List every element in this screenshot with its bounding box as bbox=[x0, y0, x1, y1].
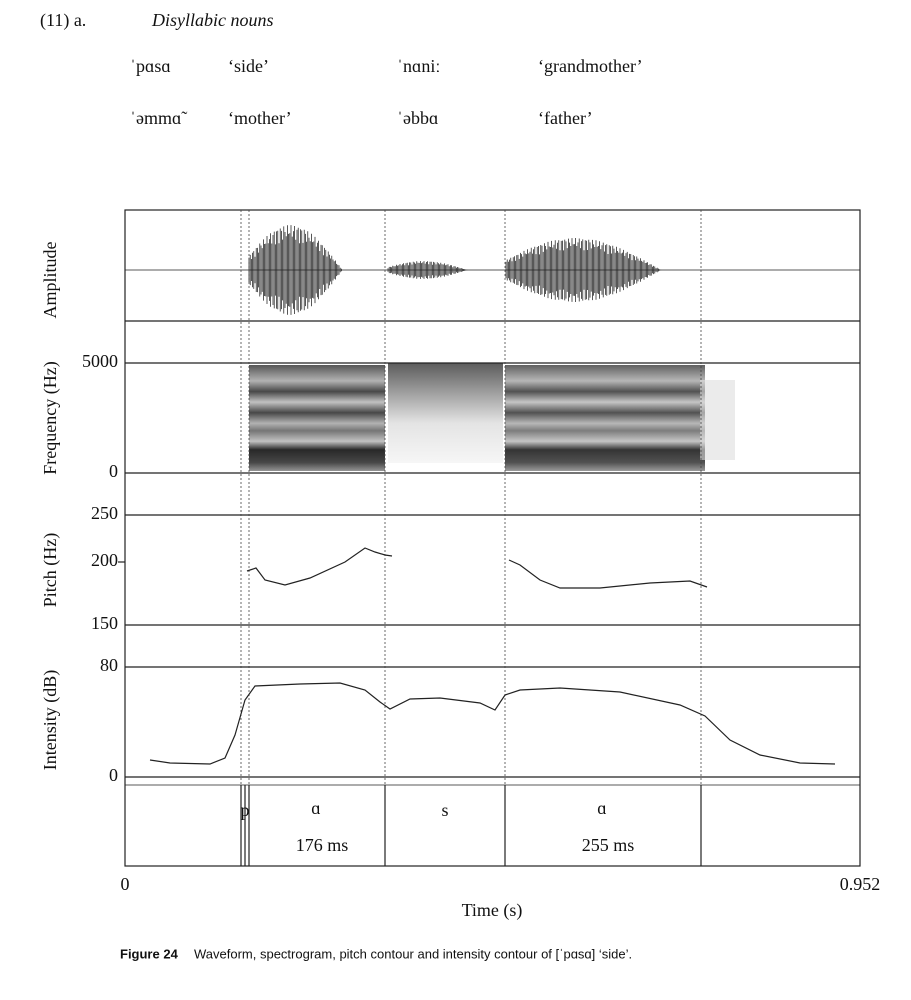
caption-label: Figure 24 bbox=[120, 946, 179, 961]
duration: 255 ms bbox=[582, 835, 635, 855]
tick-label: 200 bbox=[91, 550, 118, 570]
form: ˈəbbɑ bbox=[397, 108, 438, 128]
tick-label: 5000 bbox=[82, 351, 118, 371]
segment: s bbox=[441, 800, 448, 820]
form: ˈpɑsɑ bbox=[130, 56, 171, 76]
form: ˈnɑniː bbox=[397, 56, 440, 76]
tick-label: 80 bbox=[100, 655, 118, 675]
axis-label: Pitch (Hz) bbox=[40, 533, 61, 607]
duration: 176 ms bbox=[296, 835, 349, 855]
axis-label: Frequency (Hz) bbox=[40, 361, 61, 474]
tick-label: 0 bbox=[109, 765, 118, 785]
tick-label: 0.952 bbox=[840, 874, 881, 894]
tick-label: 150 bbox=[91, 613, 118, 633]
segment: p bbox=[241, 800, 250, 820]
segment: ɑ bbox=[597, 798, 606, 818]
frame bbox=[124, 209, 861, 867]
example-heading: Disyllabic nouns bbox=[151, 10, 274, 30]
gloss: ‘father’ bbox=[538, 108, 593, 128]
tick-label: 250 bbox=[91, 503, 118, 523]
spectrogram bbox=[249, 363, 735, 471]
form: ˈəmmɑ̃ bbox=[130, 108, 187, 128]
example-number: (11) a. bbox=[40, 10, 86, 31]
axis-label: Amplitude bbox=[40, 241, 60, 318]
boundaries bbox=[240, 210, 702, 866]
pitch-contour bbox=[246, 547, 708, 589]
panel-lines bbox=[125, 269, 860, 786]
gloss: ‘grandmother’ bbox=[538, 56, 643, 76]
tick-label: 0 bbox=[109, 461, 118, 481]
gloss: ‘side’ bbox=[228, 56, 269, 76]
x-axis-label: Time (s) bbox=[462, 900, 523, 921]
tick-label: 0 bbox=[121, 874, 130, 894]
gloss: ‘mother’ bbox=[228, 108, 292, 128]
caption-text: Waveform, spectrogram, pitch contour and… bbox=[194, 946, 632, 961]
axis-label: Intensity (dB) bbox=[40, 670, 61, 771]
intensity-contour bbox=[149, 682, 836, 765]
segment: ɑ bbox=[311, 798, 320, 818]
